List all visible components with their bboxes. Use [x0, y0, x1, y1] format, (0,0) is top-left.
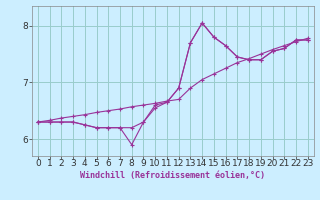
X-axis label: Windchill (Refroidissement éolien,°C): Windchill (Refroidissement éolien,°C) [80, 171, 265, 180]
